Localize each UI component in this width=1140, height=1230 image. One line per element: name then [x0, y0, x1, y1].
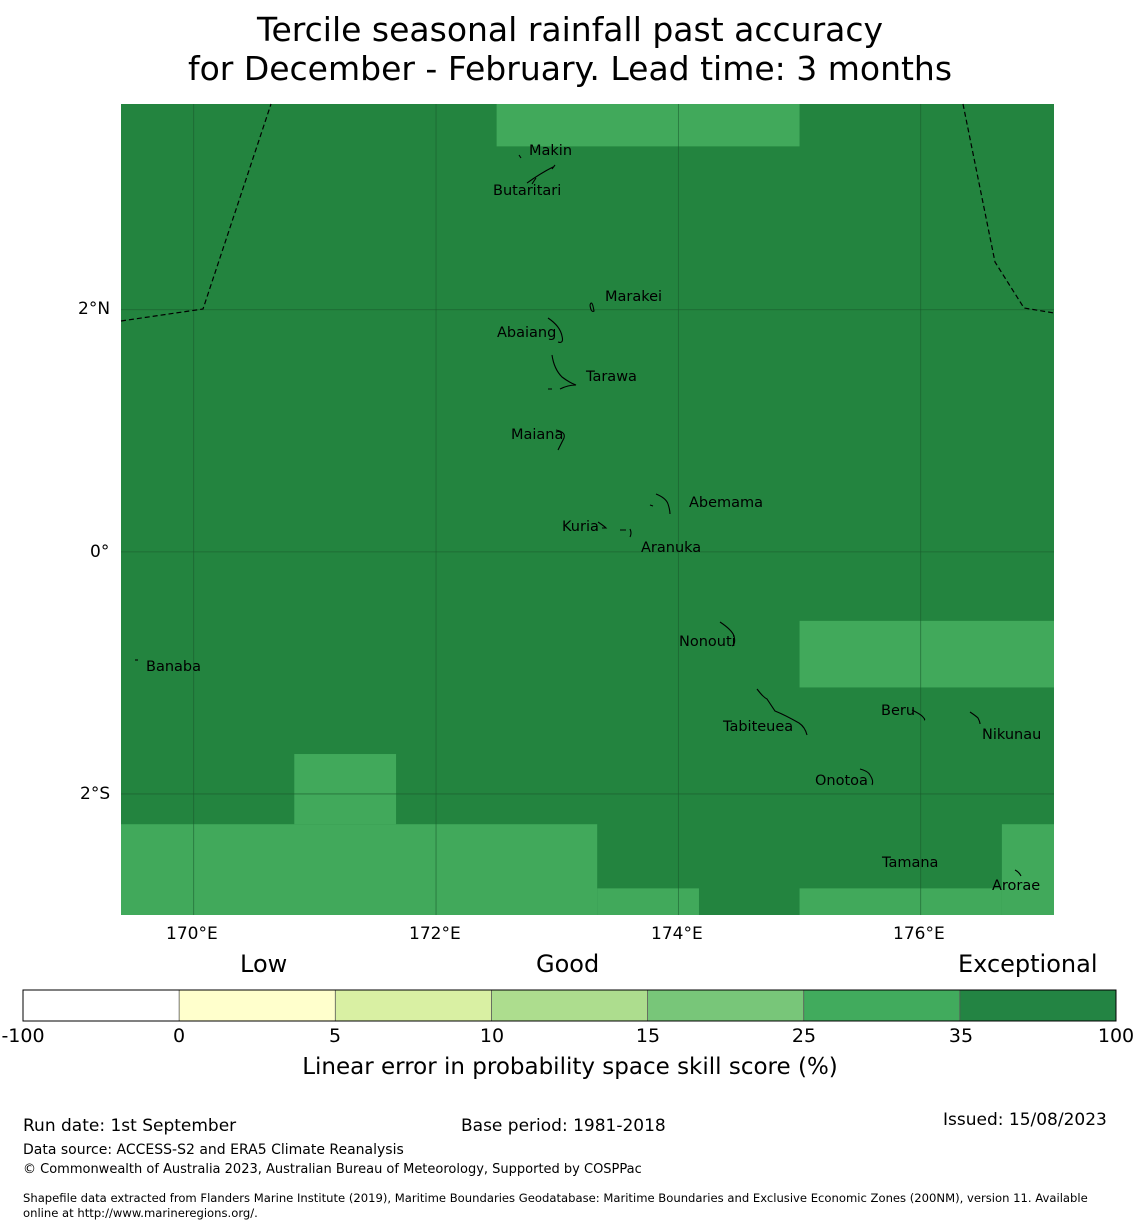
category-low: Low — [240, 950, 288, 978]
shapefile-credit-line-2: online at http://www.marineregions.org/. — [23, 1206, 258, 1220]
island-outline — [1014, 869, 1022, 877]
island-outline — [547, 317, 564, 343]
run-date: Run date: 1st September — [23, 1116, 237, 1136]
island-outline — [548, 354, 577, 390]
lat-tick-2n: 2°N — [78, 299, 111, 319]
island-outline — [526, 164, 556, 185]
place-label: Banaba — [146, 659, 201, 675]
island-outline — [597, 521, 608, 529]
colorbar-tick: -100 — [1, 1025, 45, 1047]
map-background — [121, 104, 1054, 915]
island-outline — [555, 429, 565, 451]
skill-cell — [121, 824, 598, 915]
place-label: Abaiang — [497, 325, 556, 341]
eez-boundary-east — [962, 103, 1055, 314]
skill-cell — [597, 888, 699, 915]
skill-cell — [799, 888, 1002, 915]
colorbar-tick: 10 — [479, 1025, 505, 1047]
island-outline — [756, 688, 808, 736]
place-label: Abemama — [689, 495, 763, 511]
colorbar-tick: 35 — [948, 1025, 974, 1047]
lat-tick-2s: 2°S — [80, 784, 111, 804]
island-outline — [649, 493, 671, 515]
place-label: Nikunau — [982, 727, 1041, 743]
category-exceptional: Exceptional — [958, 950, 1098, 978]
copyright: © Commonwealth of Australia 2023, Austra… — [23, 1162, 642, 1177]
title-line-1: Tercile seasonal rainfall past accuracy — [256, 10, 884, 49]
island-outline — [620, 528, 632, 538]
colorbar-tick: 0 — [172, 1025, 186, 1047]
place-label: Butaritari — [493, 183, 561, 199]
place-label: Aranuka — [641, 540, 701, 556]
place-label: Kuria — [562, 519, 599, 535]
eez-boundary-west — [120, 103, 272, 322]
island-outline — [911, 709, 926, 721]
place-label: Nonouti — [679, 634, 736, 650]
island-outline — [589, 302, 595, 312]
place-label: Beru — [881, 703, 915, 719]
colorbar-segment — [179, 990, 336, 1021]
map-panel: Makin Butaritari Marakei Abaiang Tarawa Maian… — [120, 103, 1055, 915]
colorbar — [22, 989, 1117, 1022]
island-outline — [969, 711, 981, 725]
place-label: Onotoa — [815, 773, 868, 789]
base-period: Base period: 1981-2018 — [461, 1116, 666, 1136]
title-line-2: for December - February. Lead time: 3 mo… — [187, 49, 953, 88]
island-outline — [859, 768, 874, 786]
colorbar-label: Linear error in probability space skill … — [302, 1054, 838, 1080]
lon-tick-172: 172°E — [409, 924, 461, 944]
skill-cell — [1001, 824, 1054, 915]
colorbar-segment — [803, 990, 960, 1021]
place-label: Tabiteuea — [722, 719, 793, 735]
colorbar-tick: 100 — [1097, 1025, 1135, 1047]
lon-tick-176: 176°E — [893, 924, 945, 944]
colorbar-segment — [335, 990, 492, 1021]
place-label: Tamana — [881, 855, 938, 871]
lon-tick-170: 170°E — [166, 924, 218, 944]
colorbar-tick: 5 — [328, 1025, 342, 1047]
island-outline — [518, 154, 522, 159]
place-label: Tarawa — [585, 369, 637, 385]
skill-cell — [496, 104, 800, 147]
place-label: Marakei — [605, 289, 662, 305]
place-label: Maiana — [511, 427, 563, 443]
colorbar-tick: 15 — [635, 1025, 661, 1047]
skill-cell — [294, 754, 397, 825]
lat-tick-0: 0° — [90, 542, 110, 562]
place-label: Arorae — [992, 878, 1040, 894]
place-label: Makin — [529, 143, 572, 159]
shapefile-credit-line-1: Shapefile data extracted from Flanders M… — [23, 1191, 1088, 1205]
skill-cell — [799, 620, 1054, 688]
lon-tick-174: 174°E — [651, 924, 703, 944]
chart-title: Tercile seasonal rainfall past accuracy … — [0, 10, 1140, 88]
colorbar-frame — [22, 989, 1117, 1022]
island-outline — [719, 621, 736, 647]
colorbar-tick: 25 — [791, 1025, 817, 1047]
issued-date: Issued: 15/08/2023 — [943, 1110, 1107, 1130]
colorbar-segment — [959, 990, 1116, 1021]
colorbar-segment — [647, 990, 804, 1021]
colorbar-segment — [491, 990, 648, 1021]
data-source: Data source: ACCESS-S2 and ERA5 Climate … — [23, 1142, 404, 1158]
colorbar-segment — [23, 990, 180, 1021]
category-good: Good — [536, 950, 600, 978]
